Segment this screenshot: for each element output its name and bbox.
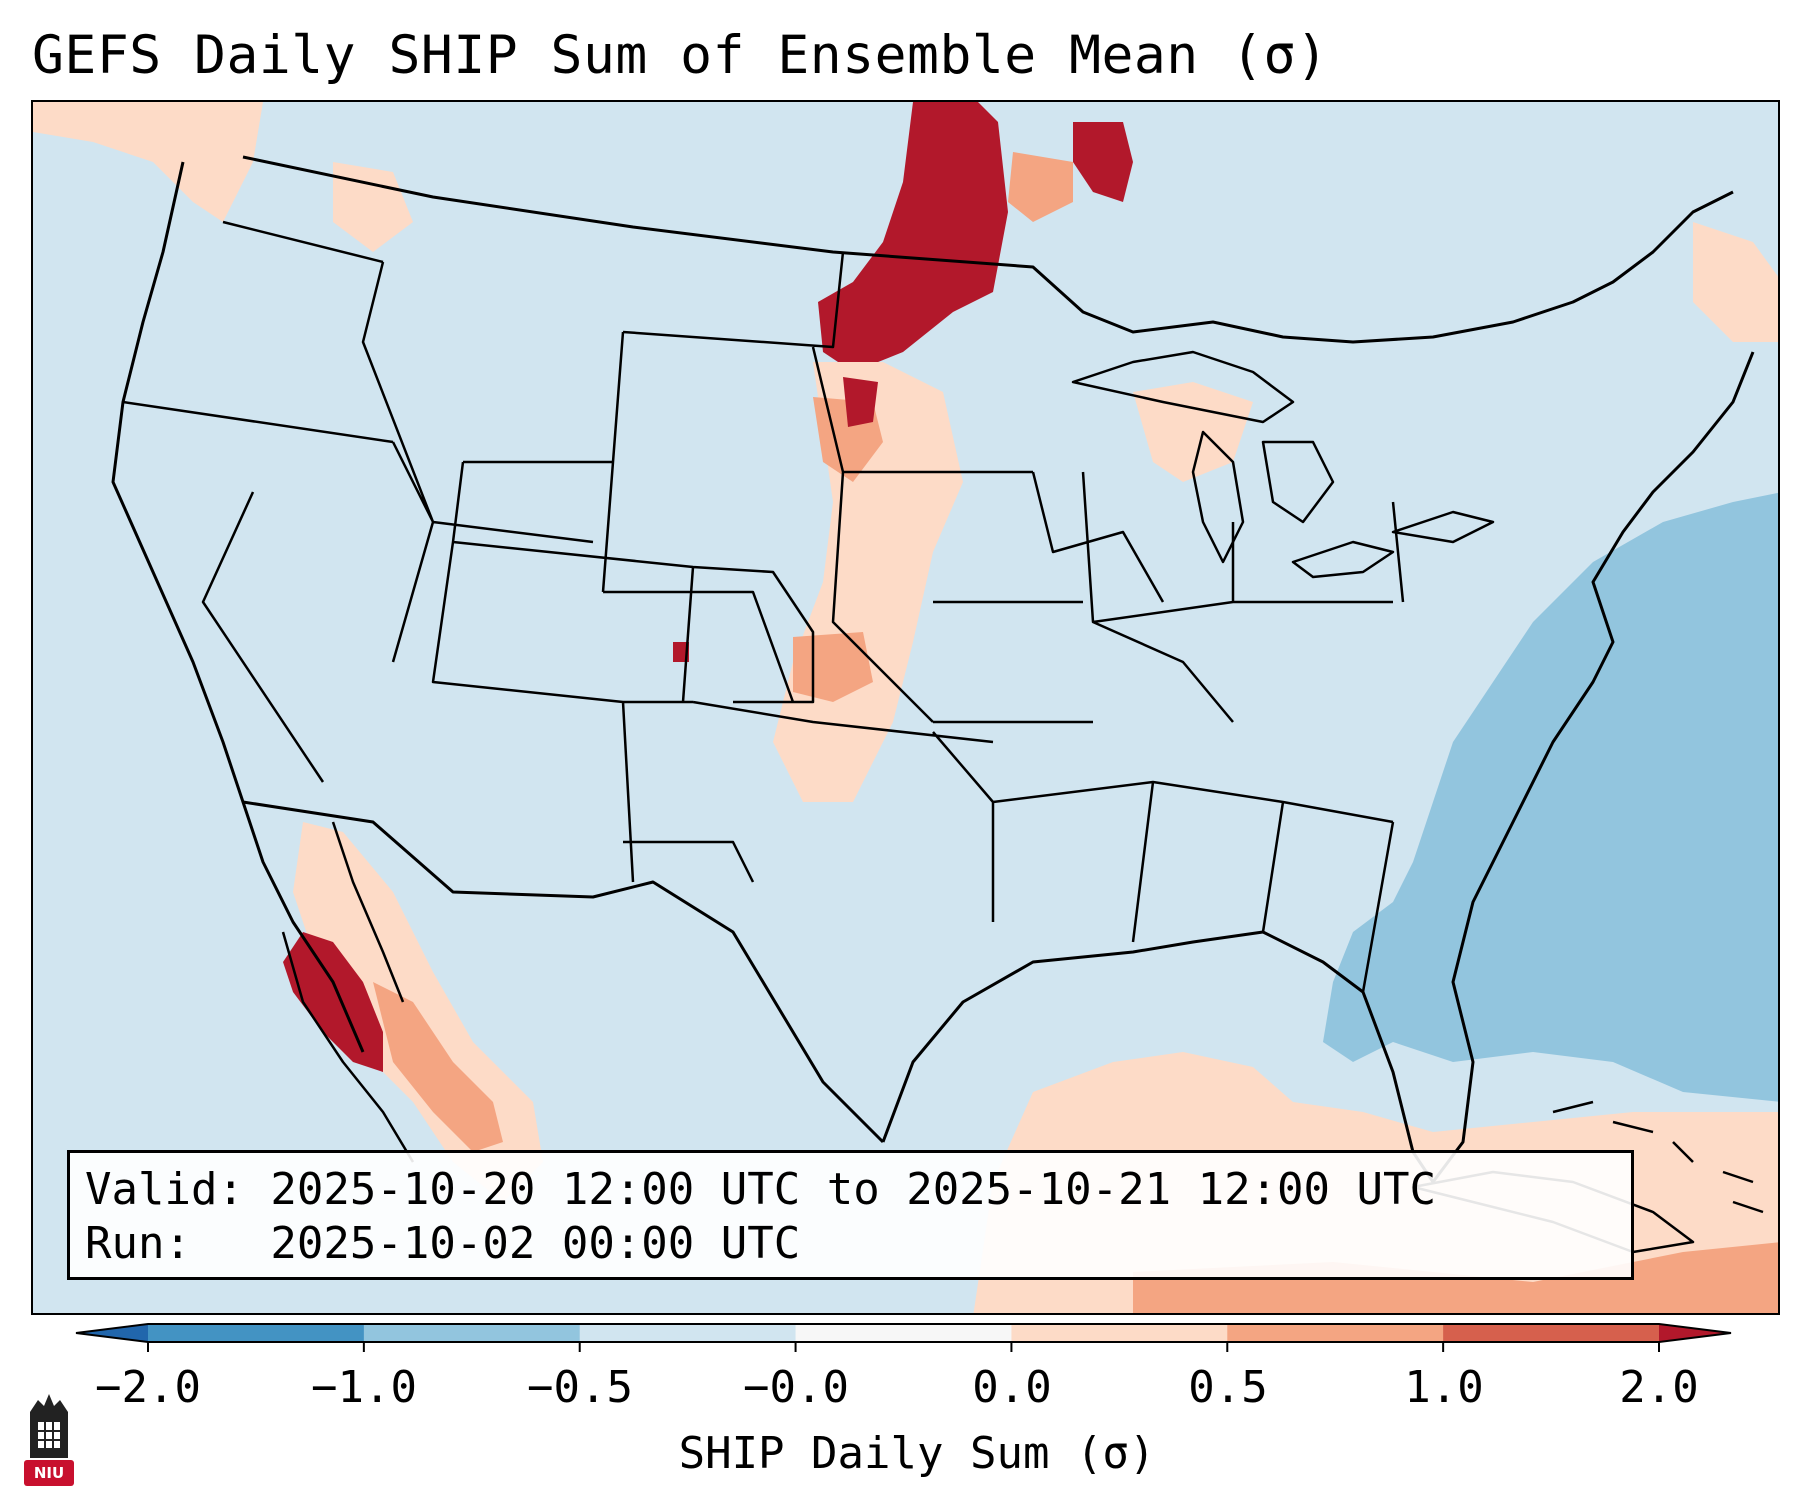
colorbar-outline [75, 1323, 1732, 1343]
colorbar-label: SHIP Daily Sum (σ) [678, 1428, 1156, 1479]
colorbar-bin [1227, 1324, 1444, 1342]
new-england-positive-anomaly [1693, 222, 1778, 342]
south-dakota-high-anomaly [843, 377, 878, 427]
atlantic-negative-anomaly [1323, 492, 1778, 1102]
logo-window-icon [38, 1422, 60, 1448]
us-canada-border [242, 155, 1734, 344]
map-title: GEFS Daily SHIP Sum of Ensemble Mean (σ) [32, 25, 1329, 86]
valid-time-text: Valid: 2025-10-20 12:00 UTC to 2025-10-2… [85, 1164, 1437, 1215]
map-canvas [33, 102, 1778, 1313]
us-mexico-border [242, 800, 885, 1144]
washington-positive-anomaly [333, 162, 413, 252]
logo-band [24, 1460, 74, 1486]
colorbar-tick-label: 0.5 [1188, 1362, 1268, 1413]
colorbar-bin [795, 1324, 1012, 1342]
validity-info-box: Valid: 2025-10-20 12:00 UTC to 2025-10-2… [67, 1150, 1634, 1280]
run-time-text: Run: 2025-10-02 00:00 UTC [85, 1218, 801, 1269]
ontario-moderate-anomaly [1008, 152, 1073, 222]
baja-california-coast [281, 821, 415, 1163]
colorbar-tick-label: −0.5 [527, 1362, 633, 1413]
colorbar-tick-label: −1.0 [311, 1362, 417, 1413]
colorbar-bin [1443, 1324, 1660, 1342]
colorbar-bins [148, 1324, 1660, 1342]
anomaly-shading [33, 102, 1778, 1313]
colorbar-tick-marks [147, 1342, 1660, 1352]
pacific-nw-positive-anomaly [33, 102, 263, 222]
colorbar-bin [579, 1324, 797, 1342]
logo-text: NIU [33, 1464, 65, 1482]
colorbar-tick-label: −2.0 [95, 1362, 201, 1413]
colorbar-tick-label: 1.0 [1404, 1362, 1484, 1413]
north-dakota-high-anomaly [818, 102, 1008, 372]
colorbar-tick-label: 2.0 [1619, 1362, 1699, 1413]
colorbar-over-extension [1659, 1324, 1731, 1342]
us-gulf-coast [881, 930, 1435, 1183]
colorado-high-cell [673, 642, 689, 662]
michigan-positive-anomaly [1133, 382, 1253, 482]
niu-logo: NIU [20, 1392, 78, 1488]
state-lines [122, 220, 1405, 993]
caribbean-islands [1552, 1100, 1764, 1214]
colorbar-under-extension [76, 1324, 148, 1342]
logo-window-grid-icon [38, 1422, 60, 1448]
colorbar-bin [148, 1324, 365, 1342]
us-east-coast [1431, 351, 1755, 1183]
mexico-west-moderate-anomaly [373, 982, 503, 1152]
ontario-high-anomaly [1073, 122, 1133, 202]
us-west-coast [111, 161, 365, 1053]
colorbar-tick-label: 0.0 [972, 1362, 1052, 1413]
colorbar-tick-label: −0.0 [743, 1362, 849, 1413]
great-lakes [1071, 350, 1495, 579]
colorbar-bin [363, 1324, 581, 1342]
map-panel [31, 100, 1780, 1315]
colorbar-bin [1011, 1324, 1228, 1342]
